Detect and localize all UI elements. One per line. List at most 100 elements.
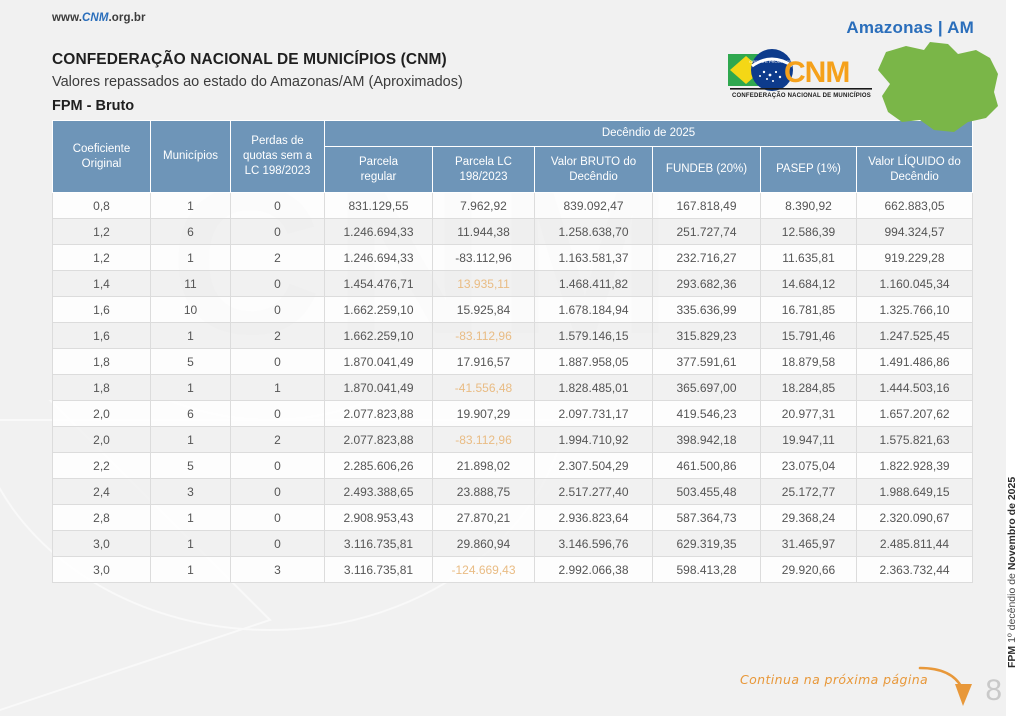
cell-valor-bruto: 839.092,47	[534, 192, 653, 219]
cell-parcela-lc: -83.112,96	[432, 426, 535, 453]
cell-parcela-regular: 2.077.823,88	[324, 426, 433, 453]
cell-fundeb: 335.636,99	[652, 296, 761, 323]
cell-municipios: 1	[150, 504, 231, 531]
cell-fundeb: 377.591,61	[652, 348, 761, 375]
cell-coeficiente: 1,6	[52, 296, 151, 323]
col-label-line: Parcela LC	[455, 155, 512, 168]
site-url[interactable]: www.CNM.org.br	[52, 12, 146, 24]
cell-coeficiente: 1,6	[52, 322, 151, 349]
cell-parcela-lc: 21.898,02	[432, 452, 535, 479]
table-row: 2,4 3 0 2.493.388,65 23.888,75 2.517.277,40 50…	[52, 478, 974, 505]
cell-parcela-lc: 11.944,38	[432, 218, 535, 245]
cell-parcela-lc: 13.935,11	[432, 270, 535, 297]
cell-coeficiente: 2,0	[52, 426, 151, 453]
cell-pasep: 15.791,46	[760, 322, 857, 349]
cell-valor-liquido: 1.491.486,86	[855, 348, 974, 375]
cell-coeficiente: 2,4	[52, 478, 151, 505]
cell-pasep: 8.390,92	[760, 192, 857, 219]
col-label-line: Decêndio	[890, 170, 939, 183]
cell-municipios: 1	[150, 322, 231, 349]
cell-municipios: 1	[150, 426, 231, 453]
cell-coeficiente: 3,0	[52, 530, 151, 557]
cell-perdas-quotas: 0	[230, 478, 325, 505]
cell-coeficiente: 1,2	[52, 218, 151, 245]
cell-fundeb: 419.546,23	[652, 400, 761, 427]
col-label-line: Coeficiente	[72, 142, 131, 155]
table-row: 1,6 1 2 1.662.259,10 -83.112,96 1.579.146,15 3…	[52, 322, 974, 349]
cell-fundeb: 365.697,00	[652, 374, 761, 401]
col-parcela-regular: Parcela regular	[324, 146, 433, 193]
cell-parcela-regular: 3.116.735,81	[324, 556, 433, 583]
cell-fundeb: 167.818,49	[652, 192, 761, 219]
col-coeficiente-original: Coeficiente Original	[52, 120, 151, 193]
cell-perdas-quotas: 0	[230, 530, 325, 557]
page-subtitle: Valores repassados ao estado do Amazonas…	[52, 73, 463, 90]
cell-perdas-quotas: 0	[230, 504, 325, 531]
cell-coeficiente: 1,8	[52, 348, 151, 375]
table-row: 0,8 1 0 831.129,55 7.962,92 839.092,47 167.818…	[52, 192, 974, 219]
cell-valor-bruto: 1.579.146,15	[534, 322, 653, 349]
cell-parcela-lc: -83.112,96	[432, 244, 535, 271]
cell-fundeb: 503.455,48	[652, 478, 761, 505]
cell-parcela-lc: 17.916,57	[432, 348, 535, 375]
cell-parcela-lc: -41.556,48	[432, 374, 535, 401]
amazonas-map-icon	[878, 42, 998, 132]
col-label-line: LC 198/2023	[244, 164, 311, 177]
cell-valor-liquido: 1.325.766,10	[855, 296, 974, 323]
cell-municipios: 1	[150, 556, 231, 583]
cell-parcela-regular: 2.493.388,65	[324, 478, 433, 505]
continua-next-page-note: Continua na próxima página	[740, 672, 929, 687]
cell-municipios: 5	[150, 452, 231, 479]
header-row-group: Coeficiente Original Municípios Perdas d…	[52, 120, 974, 193]
fpm-table-container: Coeficiente Original Municípios Perdas d…	[52, 120, 974, 583]
cell-pasep: 31.465,97	[760, 530, 857, 557]
cell-parcela-regular: 3.116.735,81	[324, 530, 433, 557]
table-row: 1,6 10 0 1.662.259,10 15.925,84 1.678.184,94 3…	[52, 296, 974, 323]
fpm-table: Coeficiente Original Municípios Perdas d…	[52, 120, 974, 583]
cell-pasep: 14.684,12	[760, 270, 857, 297]
cell-valor-bruto: 1.163.581,37	[534, 244, 653, 271]
col-label-line: Municípios	[163, 150, 218, 163]
col-label-line: quotas sem a	[242, 150, 313, 163]
cell-fundeb: 315.829,23	[652, 322, 761, 349]
cell-perdas-quotas: 0	[230, 218, 325, 245]
cell-parcela-regular: 2.285.606,26	[324, 452, 433, 479]
cnm-logo: ORDEM E PROGRESSO CNM CONFEDERAÇÃO NACIO…	[726, 46, 878, 102]
site-url-suffix: .org.br	[108, 12, 146, 24]
table-row: 2,8 1 0 2.908.953,43 27.870,21 2.936.823,64 58…	[52, 504, 974, 531]
cell-fundeb: 293.682,36	[652, 270, 761, 297]
curved-arrow-graphic	[918, 666, 972, 706]
cell-coeficiente: 1,8	[52, 374, 151, 401]
cell-valor-liquido: 1.160.045,34	[855, 270, 974, 297]
cell-pasep: 11.635,81	[760, 244, 857, 271]
cell-perdas-quotas: 2	[230, 244, 325, 271]
cell-fundeb: 629.319,35	[652, 530, 761, 557]
cell-coeficiente: 0,8	[52, 192, 151, 219]
cell-perdas-quotas: 2	[230, 322, 325, 349]
footer-vertical-label: FPM 1º decêndio de Novembro de 2025	[1006, 448, 1018, 668]
vertical-label-prefix: FPM	[1006, 645, 1018, 668]
col-label-line: 198/2023	[459, 170, 508, 183]
cell-pasep: 16.781,85	[760, 296, 857, 323]
cell-coeficiente: 2,0	[52, 400, 151, 427]
cell-pasep: 12.586,39	[760, 218, 857, 245]
cell-coeficiente: 1,2	[52, 244, 151, 271]
cell-perdas-quotas: 0	[230, 296, 325, 323]
cell-parcela-lc: 15.925,84	[432, 296, 535, 323]
cell-fundeb: 461.500,86	[652, 452, 761, 479]
cell-valor-bruto: 1.994.710,92	[534, 426, 653, 453]
cell-parcela-regular: 1.870.041,49	[324, 348, 433, 375]
cell-valor-bruto: 2.992.066,38	[534, 556, 653, 583]
cell-municipios: 1	[150, 192, 231, 219]
cell-parcela-regular: 2.077.823,88	[324, 400, 433, 427]
col-label-line: Valor BRUTO do	[550, 155, 637, 168]
cell-pasep: 23.075,04	[760, 452, 857, 479]
amazonas-state-map	[872, 40, 1002, 135]
cell-valor-bruto: 3.146.596,76	[534, 530, 653, 557]
cell-parcela-lc: 19.907,29	[432, 400, 535, 427]
cell-pasep: 18.879,58	[760, 348, 857, 375]
cnm-logo-icon: ORDEM E PROGRESSO CNM CONFEDERAÇÃO NACIO…	[728, 49, 872, 99]
col-label-line: Parcela	[359, 155, 398, 168]
table-row: 2,0 1 2 2.077.823,88 -83.112,96 1.994.710,92 3…	[52, 426, 974, 453]
col-pasep: PASEP (1%)	[760, 146, 857, 193]
